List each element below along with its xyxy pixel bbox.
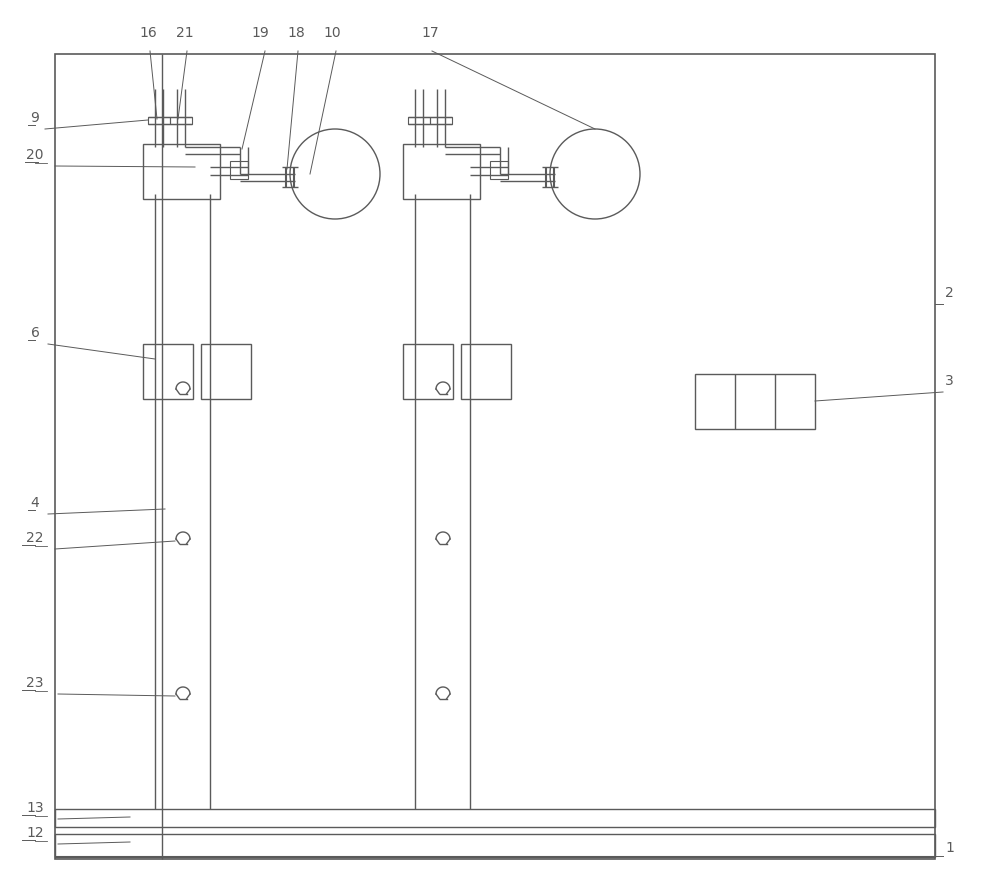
Text: 22: 22	[26, 531, 44, 544]
Text: 10: 10	[323, 26, 341, 40]
Bar	[148, 118, 170, 125]
Text: 13: 13	[26, 800, 44, 814]
Bar	[403, 144, 480, 199]
Bar	[170, 118, 192, 125]
Bar	[55, 809, 935, 827]
Bar	[55, 834, 935, 857]
Text: 12: 12	[26, 825, 44, 839]
Bar	[490, 162, 508, 180]
Text: 20: 20	[26, 148, 44, 162]
Text: 19: 19	[251, 26, 269, 40]
Text: 6: 6	[31, 326, 39, 339]
Text: 21: 21	[176, 26, 194, 40]
Text: 18: 18	[287, 26, 305, 40]
Text: 1: 1	[945, 840, 954, 854]
Text: 16: 16	[139, 26, 157, 40]
Text: 9: 9	[31, 111, 39, 125]
Text: 3: 3	[945, 374, 954, 387]
Bar	[143, 144, 220, 199]
Bar	[55, 55, 935, 859]
Bar	[461, 345, 511, 400]
Bar	[230, 162, 248, 180]
Bar	[403, 345, 453, 400]
Text: 2: 2	[945, 285, 954, 299]
Bar	[695, 375, 815, 430]
Bar	[430, 118, 452, 125]
Bar	[408, 118, 430, 125]
Bar	[201, 345, 251, 400]
Text: 17: 17	[421, 26, 439, 40]
Text: 23: 23	[26, 675, 44, 689]
Text: 4: 4	[31, 495, 39, 509]
Bar	[143, 345, 193, 400]
